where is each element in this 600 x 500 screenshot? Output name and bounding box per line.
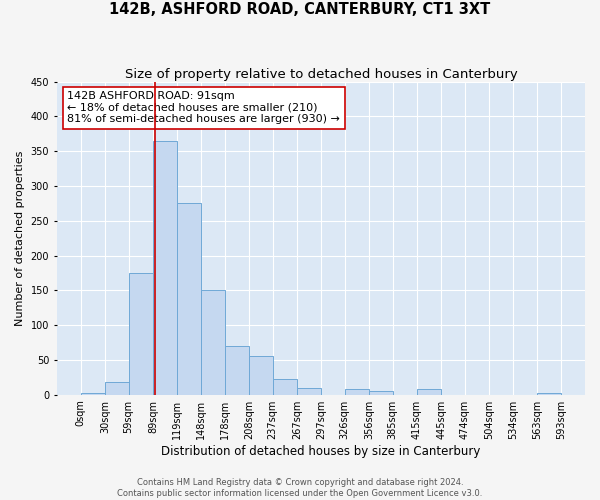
Bar bbox=[297, 388, 322, 394]
X-axis label: Distribution of detached houses by size in Canterbury: Distribution of detached houses by size … bbox=[161, 444, 481, 458]
Text: Contains HM Land Registry data © Crown copyright and database right 2024.
Contai: Contains HM Land Registry data © Crown c… bbox=[118, 478, 482, 498]
Bar bbox=[128, 273, 153, 394]
Bar bbox=[200, 290, 225, 395]
Y-axis label: Number of detached properties: Number of detached properties bbox=[15, 150, 25, 326]
Text: 142B ASHFORD ROAD: 91sqm
← 18% of detached houses are smaller (210)
81% of semi-: 142B ASHFORD ROAD: 91sqm ← 18% of detach… bbox=[67, 91, 340, 124]
Bar bbox=[249, 356, 273, 395]
Bar bbox=[105, 382, 128, 394]
Bar bbox=[345, 389, 369, 394]
Bar bbox=[273, 378, 297, 394]
Text: 142B, ASHFORD ROAD, CANTERBURY, CT1 3XT: 142B, ASHFORD ROAD, CANTERBURY, CT1 3XT bbox=[109, 2, 491, 18]
Bar bbox=[177, 204, 200, 394]
Bar bbox=[417, 389, 441, 394]
Bar bbox=[225, 346, 249, 395]
Title: Size of property relative to detached houses in Canterbury: Size of property relative to detached ho… bbox=[125, 68, 517, 80]
Bar bbox=[153, 141, 177, 395]
Bar bbox=[369, 390, 392, 394]
